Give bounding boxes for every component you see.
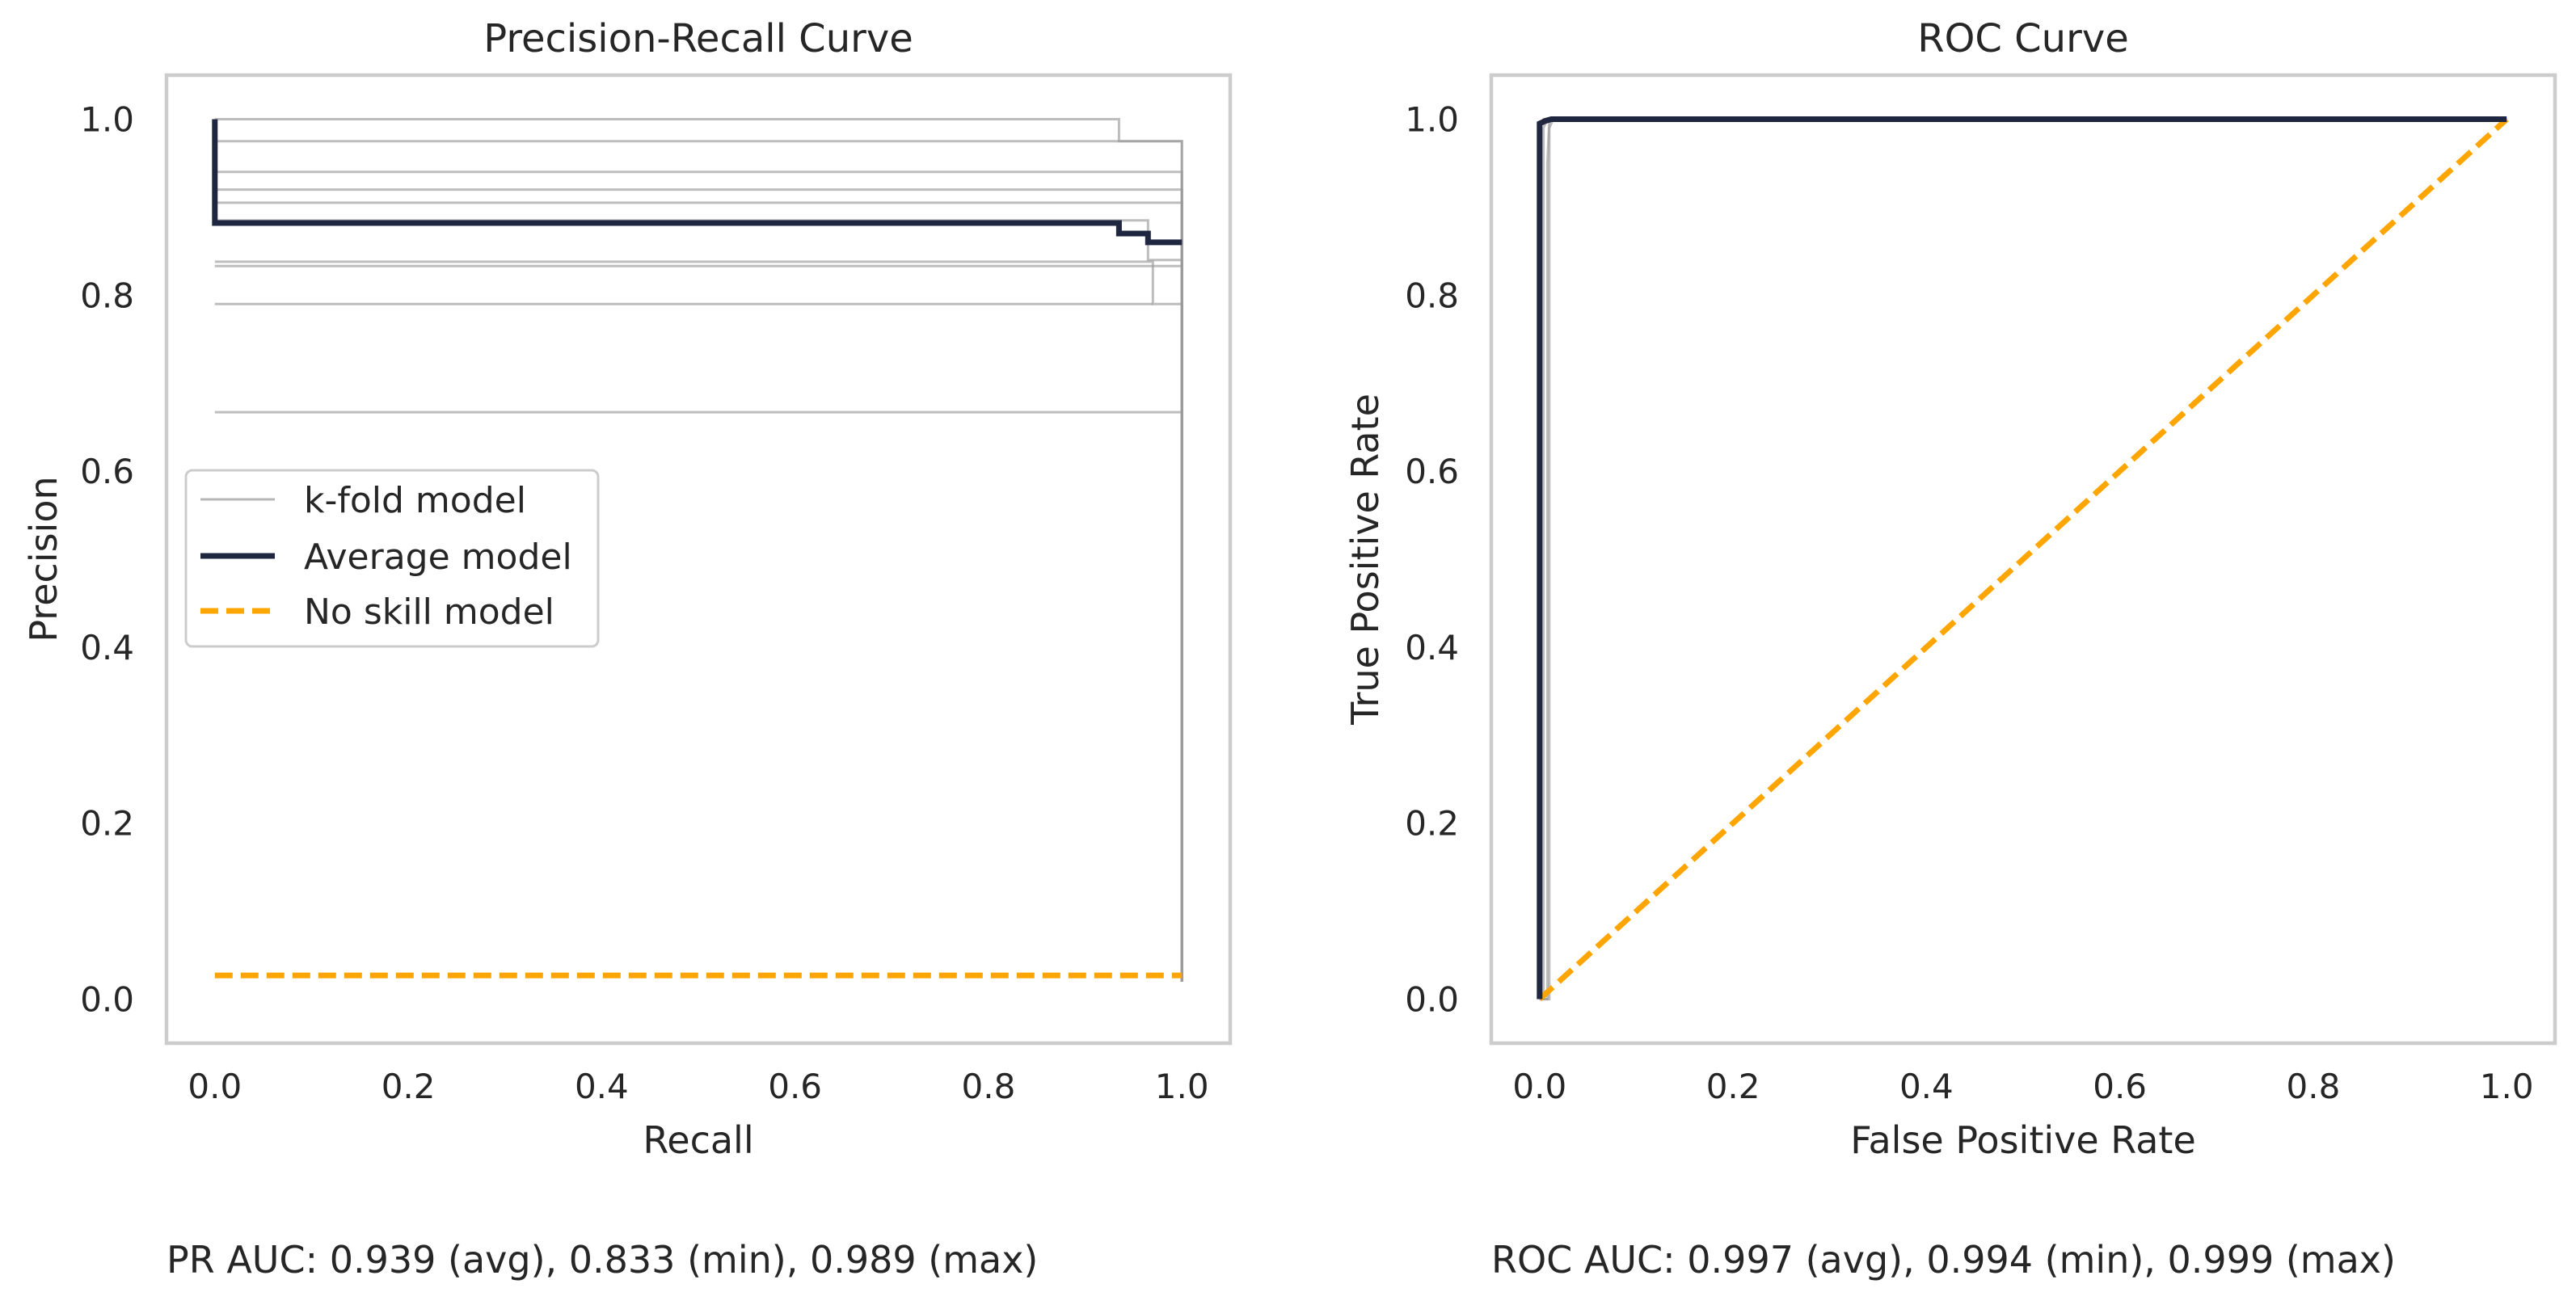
legend-kfold-label: k-fold model	[304, 480, 526, 521]
pr-chart-title: Precision-Recall Curve	[483, 16, 913, 61]
legend-noskill-label: No skill model	[304, 591, 554, 633]
roc-x-tick-label: 0.6	[2093, 1067, 2147, 1106]
roc-y-tick-labels: 0.0 0.2 0.4 0.6 0.8 1.0	[1405, 99, 1459, 1019]
roc-average-curve	[1537, 116, 2507, 1000]
pr-y-tick-label: 0.4	[80, 628, 134, 667]
pr-legend: k-fold model Average model No skill mode…	[184, 469, 600, 648]
pr-average-curve	[212, 119, 1183, 246]
pr-auc-summary: PR AUC: 0.939 (avg), 0.833 (min), 0.989 …	[167, 1238, 1038, 1282]
roc-y-tick-label: 0.2	[1405, 804, 1459, 844]
roc-y-tick-label: 0.4	[1405, 628, 1459, 667]
roc-curves	[1537, 116, 2509, 1002]
roc-y-tick-label: 0.0	[1405, 980, 1459, 1020]
roc-chart-title: ROC Curve	[1917, 16, 2129, 61]
pr-x-tick-label: 0.8	[962, 1067, 1016, 1106]
roc-x-tick-label: 0.8	[2287, 1067, 2341, 1106]
roc-y-tick-label: 1.0	[1405, 99, 1459, 139]
pr-x-tick-labels: 0.0 0.2 0.4 0.6 0.8 1.0	[188, 1067, 1208, 1106]
pr-x-tick-label: 0.6	[768, 1067, 822, 1106]
roc-x-tick-label: 0.4	[1899, 1067, 1954, 1106]
roc-y-tick-label: 0.8	[1405, 276, 1459, 315]
pr-x-tick-label: 0.4	[575, 1067, 629, 1106]
pr-kfold-curve	[214, 410, 1183, 982]
roc-x-tick-label: 0.0	[1512, 1067, 1566, 1106]
pr-curves	[212, 118, 1183, 982]
roc-x-tick-label: 1.0	[2480, 1067, 2534, 1106]
roc-curve-panel: 0.0 0.2 0.4 0.6 0.8 1.0 0.0 0.2 0.4 0.6 0.8 1.0 RO…	[1343, 16, 2557, 1282]
roc-x-tick-labels: 0.0 0.2 0.4 0.6 0.8 1.0	[1512, 1067, 2533, 1106]
pr-x-tick-label: 0.0	[188, 1067, 242, 1106]
legend-average-label: Average model	[304, 537, 572, 578]
pr-curve-panel: 0.0 0.2 0.4 0.6 0.8 1.0 0.0 0.2 0.4 0.6 0.8 1.0 Pr…	[22, 16, 1233, 1282]
pr-y-tick-label: 0.8	[80, 276, 134, 315]
pr-y-tick-label: 1.0	[80, 99, 134, 139]
roc-x-tick-label: 0.2	[1706, 1067, 1760, 1106]
pr-y-tick-label: 0.2	[80, 804, 134, 844]
pr-y-tick-label: 0.0	[80, 980, 134, 1020]
pr-y-tick-label: 0.6	[80, 452, 134, 491]
roc-y-axis-label: True Positive Rate	[1343, 394, 1387, 726]
roc-auc-summary: ROC AUC: 0.997 (avg), 0.994 (min), 0.999…	[1491, 1238, 2396, 1282]
roc-noskill-curve	[1537, 116, 2509, 1002]
pr-y-tick-labels: 0.0 0.2 0.4 0.6 0.8 1.0	[80, 99, 134, 1019]
pr-x-axis-label: Recall	[643, 1118, 753, 1162]
roc-x-axis-label: False Positive Rate	[1850, 1118, 2196, 1162]
pr-x-tick-label: 0.2	[382, 1067, 436, 1106]
pr-x-tick-label: 1.0	[1155, 1067, 1209, 1106]
pr-y-axis-label: Precision	[22, 476, 65, 642]
roc-y-tick-label: 0.6	[1405, 452, 1459, 491]
legend-box	[184, 469, 600, 648]
